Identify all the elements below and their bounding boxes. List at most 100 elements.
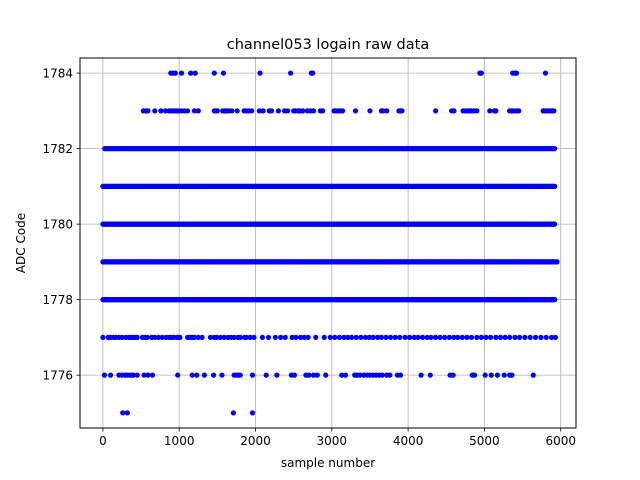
data-point (291, 372, 298, 378)
data-point (191, 334, 198, 340)
data-point (487, 108, 493, 114)
data-point (195, 108, 201, 114)
y-axis-ticks: 1776 1778 1780 1782 1784 (42, 67, 80, 383)
data-point (493, 334, 499, 340)
data-point (152, 108, 158, 114)
data-point (459, 334, 465, 340)
data-point (306, 372, 312, 378)
data-point (437, 334, 443, 340)
plot-frame (79, 57, 577, 429)
data-point (507, 334, 513, 340)
x-tick-label: 6000 (545, 434, 576, 448)
plot-area (80, 58, 576, 428)
data-point (341, 334, 347, 340)
data-point (259, 334, 265, 340)
data-point (191, 108, 198, 114)
data-point (424, 334, 430, 340)
data-point (221, 334, 227, 340)
data-point (342, 372, 349, 378)
chart-title: channel053 logain raw data (227, 37, 429, 53)
data-point (362, 334, 368, 340)
data-point (509, 372, 515, 378)
data-point (494, 372, 500, 378)
data-point (320, 108, 326, 114)
data-point (543, 334, 549, 340)
data-point (214, 108, 220, 114)
data-point (474, 108, 480, 114)
data-point (194, 372, 200, 378)
data-point (501, 372, 507, 378)
data-point (237, 334, 243, 340)
data-point (548, 334, 555, 340)
data-point (493, 108, 499, 114)
data-point (468, 334, 475, 340)
data-point (427, 372, 433, 378)
data-point (502, 334, 508, 340)
data-point (230, 410, 236, 416)
data-point (293, 334, 299, 340)
data-point (478, 70, 484, 76)
data-point (175, 372, 181, 378)
data-point (257, 70, 263, 76)
data-point (512, 334, 518, 340)
data-point (323, 372, 329, 378)
data-point (229, 108, 235, 114)
data-point (397, 372, 404, 378)
data-point (399, 108, 405, 114)
data-point (345, 334, 351, 340)
data-point (366, 334, 372, 340)
data-point (383, 334, 389, 340)
data-point (134, 334, 140, 340)
x-tick-label: 2000 (240, 434, 271, 448)
data-point (144, 334, 150, 340)
data-point (353, 334, 359, 340)
data-point (188, 70, 194, 76)
y-axis-label: ADC Code (14, 213, 28, 273)
data-point (310, 372, 317, 378)
data-point (234, 108, 240, 114)
data-point (339, 372, 345, 378)
data-point (375, 334, 381, 340)
data-point (217, 334, 224, 340)
data-point (418, 372, 424, 378)
x-axis-label: sample number (281, 456, 375, 470)
data-point (101, 372, 108, 378)
data-point (478, 334, 484, 340)
data-point (554, 259, 560, 265)
data-point (387, 334, 394, 340)
data-point (289, 334, 295, 340)
data-point (530, 372, 536, 378)
data-point (272, 334, 278, 340)
data-point (275, 108, 281, 114)
data-point (301, 334, 307, 340)
data-point (339, 108, 346, 114)
data-point (451, 334, 457, 340)
data-point (552, 183, 558, 189)
data-point (149, 372, 156, 378)
data-point (189, 372, 195, 378)
data-point (415, 334, 421, 340)
data-point (162, 108, 169, 114)
data-point (145, 108, 151, 114)
x-axis-ticks: 0 1000 2000 3000 4000 5000 6000 (99, 428, 576, 448)
data-point (120, 410, 126, 416)
data-point (199, 334, 205, 340)
data-point (210, 372, 217, 378)
data-point (450, 372, 456, 378)
data-point (159, 334, 166, 340)
data-point (464, 334, 470, 340)
data-point (357, 372, 363, 378)
data-point (455, 334, 461, 340)
data-point (552, 221, 558, 227)
data-point (552, 146, 558, 152)
data-point (219, 372, 225, 378)
data-point (251, 334, 257, 340)
data-point (488, 372, 494, 378)
y-tick-label: 1784 (42, 67, 73, 81)
data-point (551, 108, 557, 114)
data-point (288, 70, 294, 76)
data-point (220, 70, 227, 76)
data-point (156, 334, 162, 340)
data-point (310, 70, 316, 76)
